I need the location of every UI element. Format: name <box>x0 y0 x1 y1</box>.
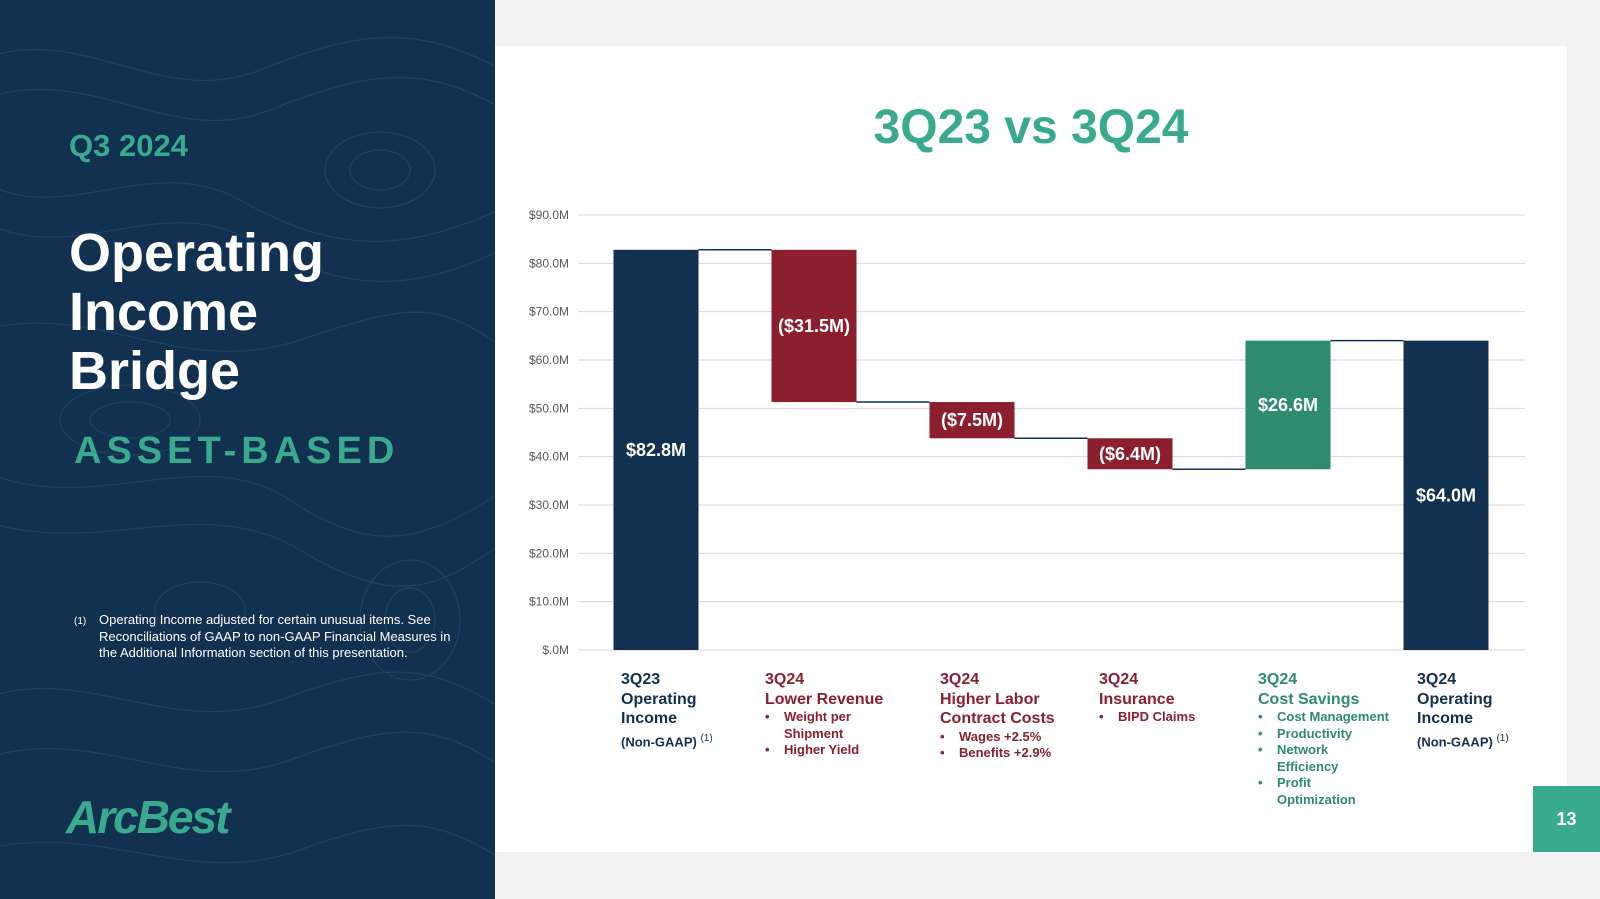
category-note: (Non-GAAP) (1) <box>1417 729 1509 752</box>
category-label: 3Q24 Lower Revenue Weight per Shipment H… <box>765 670 884 759</box>
category-quarter: 3Q24 <box>765 671 805 688</box>
data-label: ($7.5M) <box>941 410 1003 430</box>
category-name: Lower Revenue <box>765 690 884 708</box>
category-name: Higher Labor <box>940 690 1040 708</box>
category-name: Insurance <box>1099 690 1175 708</box>
y-tick-label: $30.0M <box>529 498 569 512</box>
footnote-text: Operating Income adjusted for certain un… <box>99 612 451 660</box>
category-name: Income <box>621 710 678 727</box>
bullet-item: Weight per Shipment <box>765 709 884 742</box>
y-tick-label: $70.0M <box>529 305 569 319</box>
footnote-ref: (1) <box>1496 732 1509 744</box>
category-note-text: (Non-GAAP) <box>621 733 697 749</box>
footnote-ref: (1) <box>700 732 713 744</box>
category-label: 3Q24 Cost Savings Cost Management Produc… <box>1258 670 1389 808</box>
chart-title: 3Q23 vs 3Q24 <box>873 101 1189 154</box>
footnote-marker: (1) <box>74 616 87 627</box>
slide-title: Operating Income Bridge <box>69 224 324 401</box>
category-bullets: Weight per Shipment Higher Yield <box>765 709 884 759</box>
waterfall-bar <box>771 249 857 403</box>
category-name: Cost Savings <box>1258 690 1360 708</box>
waterfall-bar <box>1087 438 1173 470</box>
category-label: 3Q24 Insurance BIPD Claims <box>1099 670 1195 726</box>
category-name: Operating <box>621 690 697 708</box>
category-bullets: Wages +2.5% Benefits +2.9% <box>940 729 1055 762</box>
data-label: $26.6M <box>1258 395 1318 415</box>
footnote: (1) Operating Income adjusted for certai… <box>74 612 464 662</box>
data-label: ($31.5M) <box>778 316 850 336</box>
bullet-item: Cost Management <box>1258 709 1389 726</box>
waterfall-bar <box>1403 340 1489 650</box>
category-note-text: (Non-GAAP) <box>1417 733 1493 749</box>
segment-label: ASSET-BASED <box>74 430 400 472</box>
slide-title-line: Operating <box>69 223 325 283</box>
data-label: $64.0M <box>1416 485 1476 505</box>
category-label: 3Q24 Higher Labor Contract Costs Wages +… <box>940 670 1055 762</box>
category-bullets: BIPD Claims <box>1099 709 1195 726</box>
bullet-item: Productivity <box>1258 726 1389 743</box>
bullet-item: Wages +2.5% <box>940 729 1055 746</box>
waterfall-bar <box>613 249 699 651</box>
bullet-item: Higher Yield <box>765 742 884 759</box>
category-quarter: 3Q23 <box>621 671 661 688</box>
category-quarter: 3Q24 <box>1417 671 1457 688</box>
quarter-label: Q3 2024 <box>69 128 188 163</box>
arcbest-logo: ArcBest <box>66 791 230 843</box>
left-panel: Q3 2024 Operating Income Bridge ASSET-BA… <box>0 0 495 899</box>
y-tick-label: $40.0M <box>529 450 569 464</box>
data-label: ($6.4M) <box>1099 444 1161 464</box>
bullet-item: Benefits +2.9% <box>940 745 1055 762</box>
waterfall-bar <box>929 402 1015 439</box>
y-tick-label: $10.0M <box>529 595 569 609</box>
page-number: 13 <box>1533 786 1600 852</box>
category-name: Income <box>1417 710 1474 727</box>
category-quarter: 3Q24 <box>1258 671 1298 688</box>
category-quarter: 3Q24 <box>1099 671 1139 688</box>
y-tick-label: $20.0M <box>529 546 569 560</box>
slide-title-line: Bridge <box>69 341 241 401</box>
category-name: Operating <box>1417 690 1493 708</box>
waterfall-bar <box>1245 340 1331 470</box>
bullet-item: Network Efficiency <box>1258 742 1377 775</box>
data-label: $82.8M <box>626 440 686 460</box>
category-bullets: Cost Management Productivity Network Eff… <box>1258 709 1389 808</box>
bullet-item: BIPD Claims <box>1099 709 1195 726</box>
category-quarter: 3Q24 <box>940 671 980 688</box>
y-tick-label: $60.0M <box>529 353 569 367</box>
y-tick-label: $80.0M <box>529 256 569 270</box>
category-label: 3Q23 Operating Income (Non-GAAP) (1) <box>621 670 713 751</box>
y-tick-label: $.0M <box>542 643 569 657</box>
category-name: Contract Costs <box>940 710 1055 727</box>
category-label: 3Q24 Operating Income (Non-GAAP) (1) <box>1417 670 1509 751</box>
y-tick-label: $50.0M <box>529 401 569 415</box>
bullet-item: Profit Optimization <box>1258 775 1377 808</box>
category-note: (Non-GAAP) (1) <box>621 729 713 752</box>
y-tick-label: $90.0M <box>529 208 569 222</box>
topographic-background <box>0 37 495 864</box>
slide-title-line: Income <box>69 282 259 342</box>
